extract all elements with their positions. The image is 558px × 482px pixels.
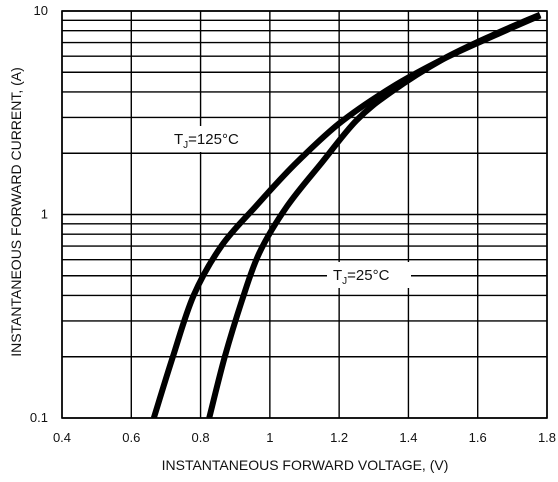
label-temperature: =125°C [188,131,239,148]
x-tick-label: 0.6 [122,430,140,445]
label-temperature: =25°C [347,267,389,284]
x-tick-label: 1.8 [538,430,556,445]
y-tick-label: 1 [41,207,48,222]
axis-titles: INSTANTANEOUS FORWARD VOLTAGE, (V) INSTA… [8,67,448,473]
x-tick-label: 1 [266,430,273,445]
label-subscript: J [183,140,188,151]
label-t: T [174,131,183,148]
curve-label-tj-125c: TJ=125°C [174,131,239,151]
y-axis-title: INSTANTANEOUS FORWARD CURRENT, (A) [8,67,24,357]
curve-label-background [327,262,411,288]
label-subscript: J [342,276,347,287]
x-tick-label: 1.4 [399,430,417,445]
x-tick-label: 1.6 [469,430,487,445]
plot-frame [61,10,548,419]
x-tick-label: 0.4 [53,430,71,445]
curve-tj-25c [206,11,542,418]
curve-label-tj-25c: TJ=25°C [333,267,390,287]
curve-labels: TJ=125°CTJ=25°C [168,126,411,288]
label-t: T [333,267,342,284]
curve-tj-125c [150,12,542,418]
tick-labels: 0.4 0.6 0.8 1 1.2 1.4 1.6 1.8 0.1 1 10 [30,3,556,445]
curves [150,11,542,418]
y-tick-label: 0.1 [30,410,48,425]
grid [61,10,548,419]
x-tick-label: 1.2 [330,430,348,445]
x-tick-label: 0.8 [192,430,210,445]
x-axis-title: INSTANTANEOUS FORWARD VOLTAGE, (V) [162,457,449,473]
y-tick-label: 10 [34,3,48,18]
curve-label-background [168,126,260,152]
